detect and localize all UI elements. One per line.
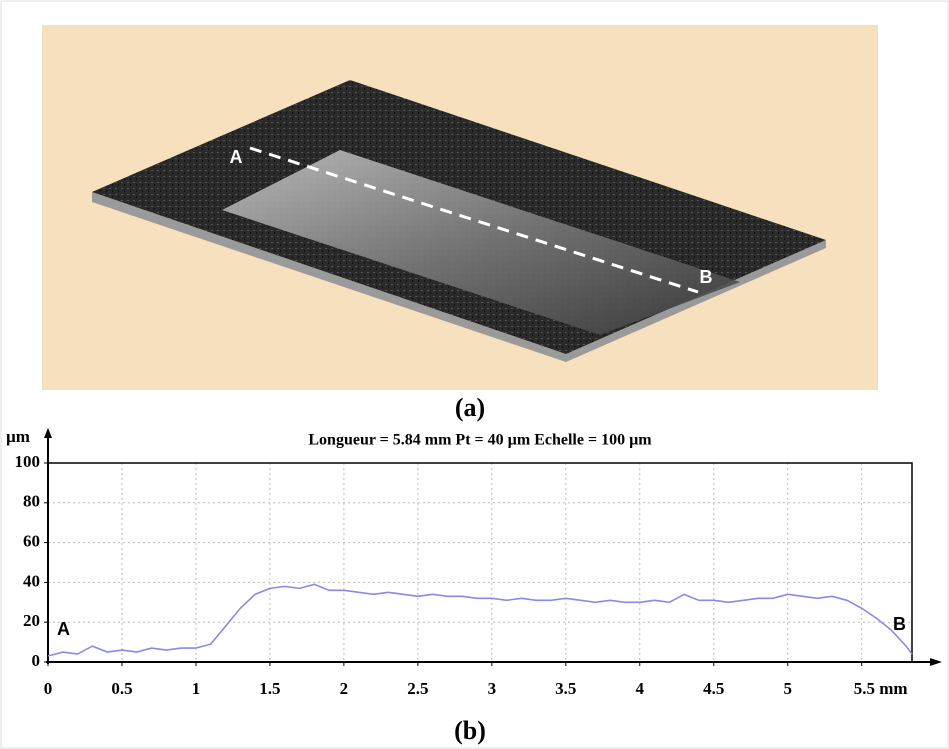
y-tick-label: 80 [23, 492, 40, 511]
x-tick-label: 5.5 mm [854, 679, 908, 698]
annotation: A [57, 619, 70, 639]
x-tick-label: 4.5 [703, 679, 724, 698]
plot-frame [47, 462, 913, 663]
y-tick-label: 100 [15, 452, 41, 471]
x-tick-label: 3 [488, 679, 497, 698]
annotation: B [893, 614, 906, 634]
x-tick-label: 2.5 [407, 679, 428, 698]
profile-chart: 0 20 40 60 80 100 0 0.5 1 1.5 2 2.5 3 3.5 4 4.5 5 5.5 mm L… [6, 427, 942, 745]
x-tick-label: 4 [636, 679, 645, 698]
panel-label: (a) [455, 393, 485, 422]
y-tick-label: 0 [32, 651, 41, 670]
y-tick-label: 60 [23, 532, 40, 551]
x-tick-label: 2 [340, 679, 349, 698]
x-tick-label: 0 [44, 679, 53, 698]
panel-label: (b) [454, 716, 486, 745]
y-axis-label: µm [6, 427, 30, 446]
y-tick-label: 40 [23, 571, 40, 590]
x-tick-label: 1.5 [259, 679, 280, 698]
x-tick-label: 3.5 [555, 679, 576, 698]
axis-arrow [930, 658, 942, 666]
point-label: A [230, 147, 243, 167]
x-tick-label: 0.5 [111, 679, 132, 698]
x-tick-label: 5 [783, 679, 792, 698]
profile-line [47, 583, 913, 657]
panel-a-image: A B [42, 25, 878, 390]
point-label: B [700, 267, 713, 287]
x-tick-label: 1 [192, 679, 201, 698]
chart-title: Longueur = 5.84 mm Pt = 40 µm Echelle = … [308, 432, 652, 449]
y-tick-label: 20 [23, 611, 40, 630]
axis-arrow [44, 428, 52, 438]
